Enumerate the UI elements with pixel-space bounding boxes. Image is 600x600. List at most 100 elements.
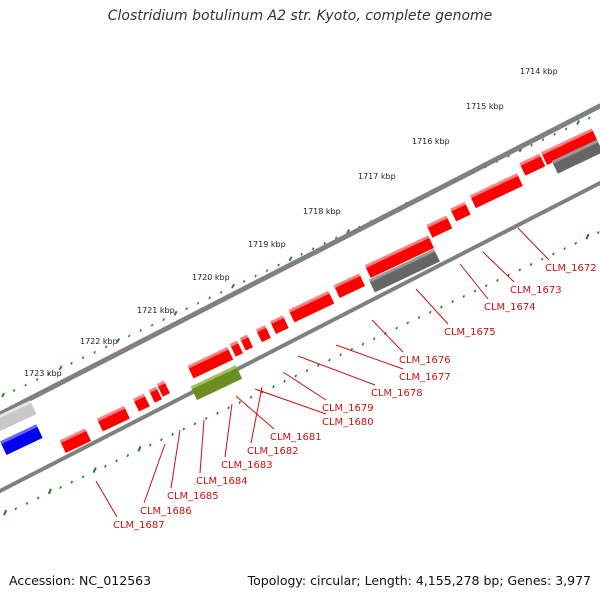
- cds-feature[interactable]: [156, 380, 170, 397]
- kbp-label: 1718 kbp: [303, 207, 341, 216]
- inner-tick: [328, 358, 331, 362]
- inner-tick: [137, 445, 142, 452]
- kbp-label: 1723 kbp: [24, 369, 62, 378]
- inner-tick: [148, 443, 152, 447]
- blue-feature[interactable]: [0, 424, 43, 455]
- outer-tick: [553, 132, 556, 136]
- cds-feature[interactable]: [239, 334, 253, 351]
- leader-line: [143, 443, 166, 504]
- feature-face: [1, 427, 43, 455]
- feature-face: [241, 337, 253, 351]
- leader-line: [254, 388, 327, 415]
- outer-tick: [231, 283, 236, 289]
- feature-top-face: [239, 334, 249, 342]
- inner-tick: [227, 406, 230, 410]
- feature-top-face: [148, 386, 158, 394]
- cds-feature[interactable]: [255, 325, 271, 343]
- inner-tick: [238, 401, 242, 405]
- feature-face: [257, 327, 271, 343]
- cds-feature[interactable]: [426, 215, 453, 238]
- cds-feature[interactable]: [364, 235, 434, 278]
- leader-line: [517, 227, 550, 261]
- inner-tick: [294, 374, 298, 378]
- feature-face: [370, 251, 440, 293]
- outer-tick: [541, 138, 545, 142]
- gene-label: CLM_1674: [484, 302, 536, 313]
- feature-track[interactable]: [0, 128, 600, 455]
- gray-feature[interactable]: [368, 248, 440, 293]
- outer-tick: [185, 307, 188, 311]
- cds-feature[interactable]: [187, 346, 234, 379]
- inner-tick: [36, 496, 40, 500]
- cds-feature[interactable]: [450, 201, 471, 222]
- feature-face: [553, 142, 600, 174]
- outer-tick: [265, 269, 269, 273]
- outer-tick: [288, 256, 293, 262]
- gene-label: CLM_1672: [545, 263, 597, 274]
- outer-tick: [346, 229, 351, 235]
- feature-top-face: [270, 315, 285, 325]
- feature-top-face: [187, 346, 229, 370]
- cds-feature[interactable]: [148, 386, 162, 403]
- light-gray-feature[interactable]: [0, 400, 37, 433]
- outer-tick: [587, 116, 591, 120]
- cds-feature[interactable]: [519, 153, 546, 176]
- feature-top-face: [333, 273, 361, 289]
- outer-tick: [1, 392, 6, 398]
- outer-tick: [70, 361, 73, 365]
- cds-feature[interactable]: [270, 315, 289, 334]
- outer-tick: [564, 127, 568, 131]
- inner-tick: [585, 233, 590, 240]
- inner-tick: [70, 480, 74, 484]
- topology-text: Topology: circular; Length: 4,155,278 bp…: [247, 573, 591, 588]
- leader-line: [199, 419, 205, 474]
- leader-line: [371, 319, 404, 353]
- cds-feature[interactable]: [229, 340, 243, 357]
- feature-top-face: [519, 153, 542, 167]
- outer-tick: [300, 252, 303, 256]
- gene-label: CLM_1686: [140, 506, 192, 517]
- outer-tick: [208, 296, 211, 300]
- inner-tick: [529, 263, 533, 266]
- outer-tick: [12, 389, 16, 392]
- gene-label: CLM_1684: [196, 476, 248, 487]
- gene-label: CLM_1673: [510, 285, 562, 296]
- feature-face: [158, 383, 170, 397]
- kbp-label: 1716 kbp: [412, 137, 450, 146]
- feature-face: [188, 349, 234, 379]
- outer-tick: [242, 279, 246, 283]
- inner-tick: [283, 379, 286, 383]
- inner-tick: [305, 369, 309, 373]
- gene-label: CLM_1677: [399, 372, 451, 383]
- leader-line: [95, 480, 118, 518]
- outer-tick: [47, 372, 50, 376]
- outer-tick: [323, 241, 326, 245]
- cds-feature[interactable]: [132, 393, 150, 412]
- cds-feature[interactable]: [288, 290, 335, 323]
- genome-backbone: [0, 103, 600, 493]
- olive-feature[interactable]: [190, 365, 243, 401]
- cds-feature[interactable]: [59, 428, 92, 453]
- kbp-label: 1719 kbp: [248, 240, 286, 249]
- kbp-label: 1714 kbp: [520, 67, 558, 76]
- feature-top-face: [541, 128, 594, 156]
- inner-tick: [361, 342, 365, 346]
- outer-tick: [334, 236, 338, 240]
- inner-tick: [395, 326, 398, 330]
- cds-feature[interactable]: [96, 405, 130, 432]
- cds-feature[interactable]: [541, 128, 598, 165]
- cds-feature[interactable]: [469, 173, 523, 209]
- feature-top-face: [132, 393, 146, 403]
- feature-face: [191, 367, 243, 401]
- feature-face: [366, 238, 434, 278]
- gene-label: CLM_1681: [270, 432, 322, 443]
- inner-tick: [272, 385, 275, 389]
- feature-top-face: [156, 380, 166, 388]
- inner-tick: [171, 432, 174, 436]
- outer-tick: [150, 323, 154, 327]
- cds-feature[interactable]: [333, 273, 366, 298]
- gray-feature[interactable]: [551, 139, 600, 174]
- feature-top-face: [0, 424, 38, 446]
- inner-tick-track: [3, 231, 600, 516]
